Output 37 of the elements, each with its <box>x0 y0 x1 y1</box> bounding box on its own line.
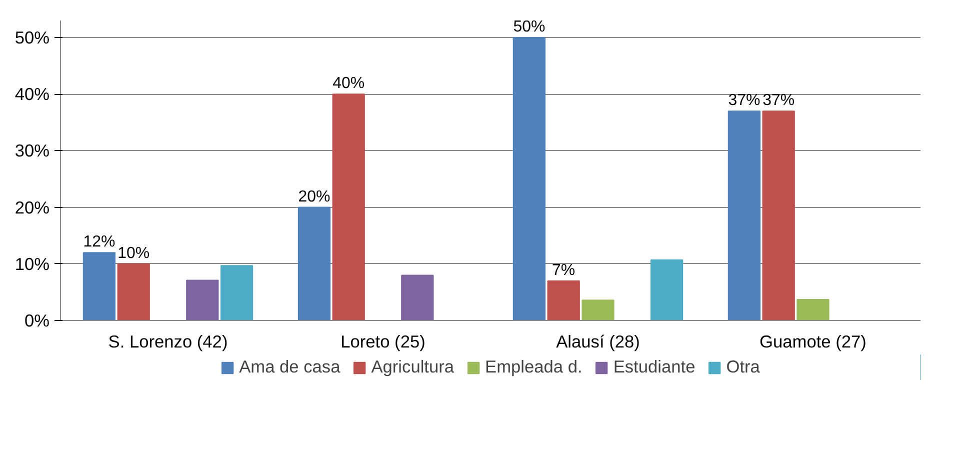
y-tick-label: 30% <box>14 140 50 161</box>
data-label: 12% <box>83 234 116 251</box>
bar <box>728 110 761 320</box>
y-tick-label: 40% <box>14 84 50 104</box>
bar <box>186 280 219 320</box>
y-tick-label: 0% <box>24 310 50 330</box>
bar <box>582 300 614 320</box>
y-tick-label: 20% <box>14 197 50 218</box>
data-label: 7% <box>552 262 576 279</box>
legend-label: Estudiante <box>613 356 696 378</box>
legend-label: Empleada d. <box>485 356 582 378</box>
bar <box>762 110 795 320</box>
bar <box>512 36 546 320</box>
data-label: 10% <box>118 244 150 262</box>
y-tick-label: 10% <box>14 254 50 274</box>
legend-label: Ama de casa <box>239 356 340 378</box>
legend-label: Otra <box>726 356 760 378</box>
data-label: 20% <box>298 188 330 206</box>
data-label: 40% <box>332 75 365 92</box>
bar <box>117 263 150 320</box>
x-tick-label: S. Lorenzo (42) <box>108 332 228 352</box>
bar <box>220 265 254 320</box>
bar <box>82 252 116 320</box>
bar <box>332 94 365 320</box>
y-tick-label: 50% <box>14 27 50 48</box>
bar <box>547 280 580 320</box>
bar <box>298 206 331 320</box>
legend-label: Agricultura <box>371 356 454 378</box>
x-tick-label: Alausí (28) <box>556 332 640 352</box>
x-tick-label: Guamote (27) <box>760 332 866 352</box>
x-tick-label: Loreto (25) <box>340 332 426 352</box>
data-label: 37% <box>728 92 760 110</box>
data-label: 37% <box>762 92 795 110</box>
data-label: 50% <box>513 18 546 36</box>
bar <box>796 299 830 320</box>
bar <box>650 259 684 320</box>
bar <box>401 274 434 320</box>
